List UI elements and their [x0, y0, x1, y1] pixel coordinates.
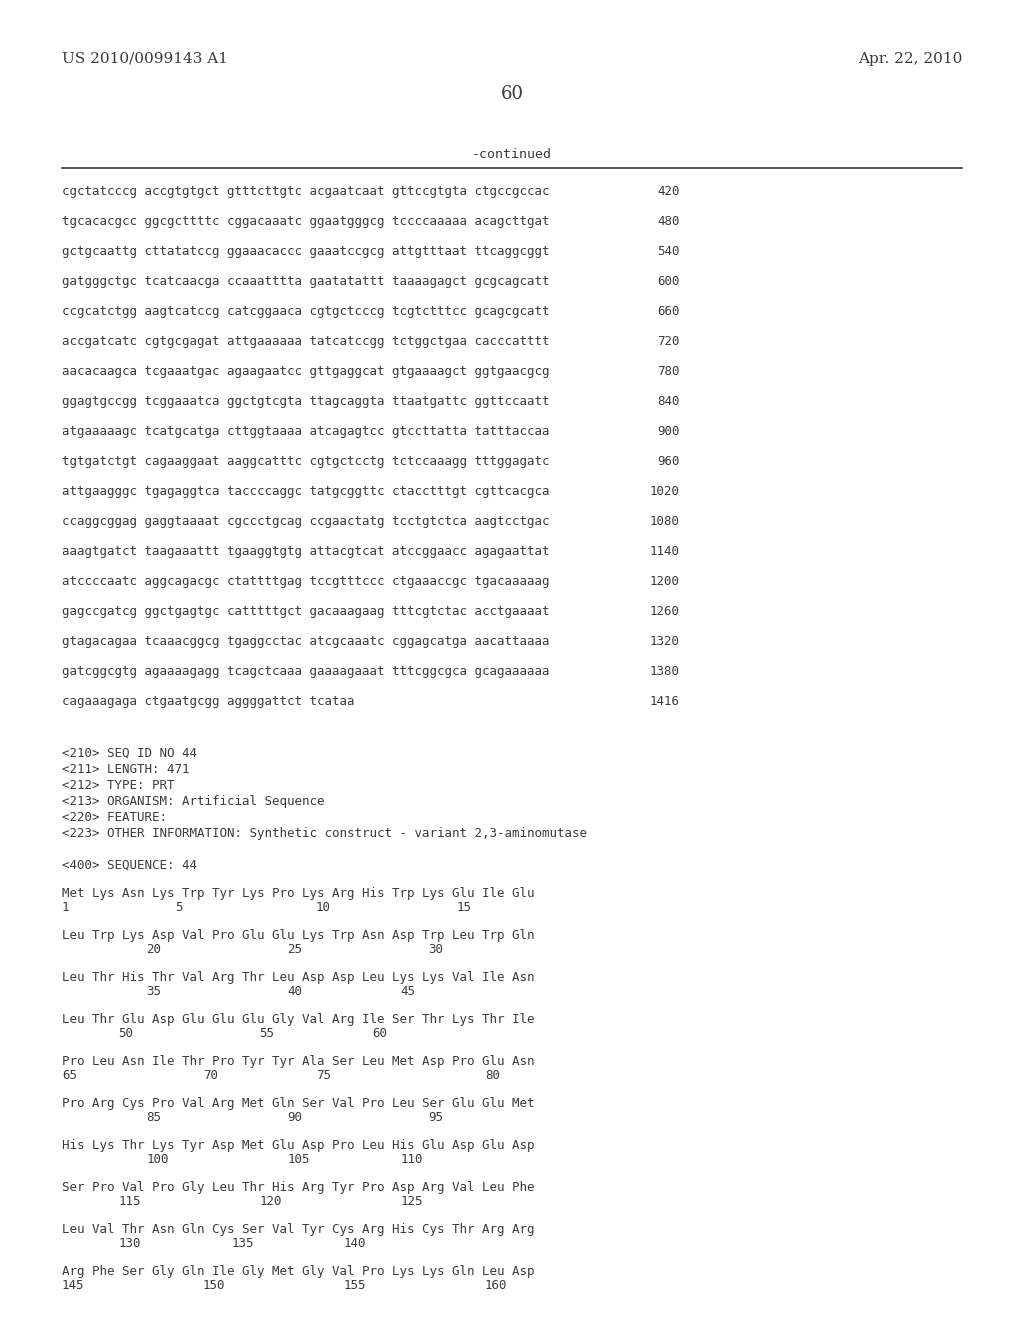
Text: <220> FEATURE:: <220> FEATURE: [62, 810, 167, 824]
Text: cgctatcccg accgtgtgct gtttcttgtc acgaatcaat gttccgtgta ctgccgccac: cgctatcccg accgtgtgct gtttcttgtc acgaatc… [62, 185, 550, 198]
Text: 20: 20 [146, 942, 162, 956]
Text: Leu Thr Glu Asp Glu Glu Glu Gly Val Arg Ile Ser Thr Lys Thr Ile: Leu Thr Glu Asp Glu Glu Glu Gly Val Arg … [62, 1012, 535, 1026]
Text: 660: 660 [657, 305, 680, 318]
Text: 110: 110 [400, 1152, 423, 1166]
Text: Arg Phe Ser Gly Gln Ile Gly Met Gly Val Pro Lys Lys Gln Leu Asp: Arg Phe Ser Gly Gln Ile Gly Met Gly Val … [62, 1265, 535, 1278]
Text: ccgcatctgg aagtcatccg catcggaaca cgtgctcccg tcgtctttcc gcagcgcatt: ccgcatctgg aagtcatccg catcggaaca cgtgctc… [62, 305, 550, 318]
Text: cagaaagaga ctgaatgcgg aggggattct tcataa: cagaaagaga ctgaatgcgg aggggattct tcataa [62, 696, 354, 708]
Text: atccccaatc aggcagacgc ctattttgag tccgtttccc ctgaaaccgc tgacaaaaag: atccccaatc aggcagacgc ctattttgag tccgttt… [62, 576, 550, 587]
Text: 1416: 1416 [650, 696, 680, 708]
Text: 150: 150 [203, 1279, 225, 1292]
Text: Apr. 22, 2010: Apr. 22, 2010 [858, 51, 962, 66]
Text: His Lys Thr Lys Tyr Asp Met Glu Asp Pro Leu His Glu Asp Glu Asp: His Lys Thr Lys Tyr Asp Met Glu Asp Pro … [62, 1139, 535, 1152]
Text: 840: 840 [657, 395, 680, 408]
Text: 95: 95 [429, 1111, 443, 1125]
Text: 960: 960 [657, 455, 680, 469]
Text: gagccgatcg ggctgagtgc catttttgct gacaaagaag tttcgtctac acctgaaaat: gagccgatcg ggctgagtgc catttttgct gacaaag… [62, 605, 550, 618]
Text: ccaggcggag gaggtaaaat cgccctgcag ccgaactatg tcctgtctca aagtcctgac: ccaggcggag gaggtaaaat cgccctgcag ccgaact… [62, 515, 550, 528]
Text: <211> LENGTH: 471: <211> LENGTH: 471 [62, 763, 189, 776]
Text: gtagacagaa tcaaacggcg tgaggcctac atcgcaaatc cggagcatga aacattaaaa: gtagacagaa tcaaacggcg tgaggcctac atcgcaa… [62, 635, 550, 648]
Text: 65: 65 [62, 1069, 77, 1082]
Text: 1200: 1200 [650, 576, 680, 587]
Text: 25: 25 [288, 942, 303, 956]
Text: <212> TYPE: PRT: <212> TYPE: PRT [62, 779, 174, 792]
Text: 70: 70 [203, 1069, 218, 1082]
Text: 75: 75 [315, 1069, 331, 1082]
Text: 115: 115 [119, 1195, 141, 1208]
Text: 600: 600 [657, 275, 680, 288]
Text: aaagtgatct taagaaattt tgaaggtgtg attacgtcat atccggaacc agagaattat: aaagtgatct taagaaattt tgaaggtgtg attacgt… [62, 545, 550, 558]
Text: 420: 420 [657, 185, 680, 198]
Text: <400> SEQUENCE: 44: <400> SEQUENCE: 44 [62, 859, 197, 873]
Text: 140: 140 [344, 1237, 367, 1250]
Text: 125: 125 [400, 1195, 423, 1208]
Text: Met Lys Asn Lys Trp Tyr Lys Pro Lys Arg His Trp Lys Glu Ile Glu: Met Lys Asn Lys Trp Tyr Lys Pro Lys Arg … [62, 887, 535, 900]
Text: 1140: 1140 [650, 545, 680, 558]
Text: 160: 160 [485, 1279, 508, 1292]
Text: Pro Arg Cys Pro Val Arg Met Gln Ser Val Pro Leu Ser Glu Glu Met: Pro Arg Cys Pro Val Arg Met Gln Ser Val … [62, 1097, 535, 1110]
Text: 45: 45 [400, 985, 416, 998]
Text: 130: 130 [119, 1237, 141, 1250]
Text: Leu Trp Lys Asp Val Pro Glu Glu Lys Trp Asn Asp Trp Leu Trp Gln: Leu Trp Lys Asp Val Pro Glu Glu Lys Trp … [62, 929, 535, 942]
Text: 120: 120 [259, 1195, 282, 1208]
Text: 15: 15 [457, 902, 472, 913]
Text: 1080: 1080 [650, 515, 680, 528]
Text: 40: 40 [288, 985, 303, 998]
Text: 1260: 1260 [650, 605, 680, 618]
Text: aacacaagca tcgaaatgac agaagaatcc gttgaggcat gtgaaaagct ggtgaacgcg: aacacaagca tcgaaatgac agaagaatcc gttgagg… [62, 366, 550, 378]
Text: 60: 60 [501, 84, 523, 103]
Text: 90: 90 [288, 1111, 303, 1125]
Text: 100: 100 [146, 1152, 169, 1166]
Text: -continued: -continued [472, 148, 552, 161]
Text: tgcacacgcc ggcgcttttc cggacaaatc ggaatgggcg tccccaaaaa acagcttgat: tgcacacgcc ggcgcttttc cggacaaatc ggaatgg… [62, 215, 550, 228]
Text: 720: 720 [657, 335, 680, 348]
Text: 480: 480 [657, 215, 680, 228]
Text: 1020: 1020 [650, 484, 680, 498]
Text: 80: 80 [485, 1069, 500, 1082]
Text: <213> ORGANISM: Artificial Sequence: <213> ORGANISM: Artificial Sequence [62, 795, 325, 808]
Text: Leu Val Thr Asn Gln Cys Ser Val Tyr Cys Arg His Cys Thr Arg Arg: Leu Val Thr Asn Gln Cys Ser Val Tyr Cys … [62, 1224, 535, 1236]
Text: 1320: 1320 [650, 635, 680, 648]
Text: <223> OTHER INFORMATION: Synthetic construct - variant 2,3-aminomutase: <223> OTHER INFORMATION: Synthetic const… [62, 828, 587, 840]
Text: 540: 540 [657, 246, 680, 257]
Text: 1: 1 [62, 902, 70, 913]
Text: 55: 55 [259, 1027, 274, 1040]
Text: gatcggcgtg agaaaagagg tcagctcaaa gaaaagaaat tttcggcgca gcagaaaaaa: gatcggcgtg agaaaagagg tcagctcaaa gaaaaga… [62, 665, 550, 678]
Text: attgaagggc tgagaggtca taccccaggc tatgcggttc ctacctttgt cgttcacgca: attgaagggc tgagaggtca taccccaggc tatgcgg… [62, 484, 550, 498]
Text: Leu Thr His Thr Val Arg Thr Leu Asp Asp Leu Lys Lys Val Ile Asn: Leu Thr His Thr Val Arg Thr Leu Asp Asp … [62, 972, 535, 983]
Text: Pro Leu Asn Ile Thr Pro Tyr Tyr Ala Ser Leu Met Asp Pro Glu Asn: Pro Leu Asn Ile Thr Pro Tyr Tyr Ala Ser … [62, 1055, 535, 1068]
Text: US 2010/0099143 A1: US 2010/0099143 A1 [62, 51, 228, 66]
Text: <210> SEQ ID NO 44: <210> SEQ ID NO 44 [62, 747, 197, 760]
Text: 60: 60 [372, 1027, 387, 1040]
Text: 30: 30 [429, 942, 443, 956]
Text: Ser Pro Val Pro Gly Leu Thr His Arg Tyr Pro Asp Arg Val Leu Phe: Ser Pro Val Pro Gly Leu Thr His Arg Tyr … [62, 1181, 535, 1195]
Text: gatgggctgc tcatcaacga ccaaatttta gaatatattt taaaagagct gcgcagcatt: gatgggctgc tcatcaacga ccaaatttta gaatata… [62, 275, 550, 288]
Text: 5: 5 [175, 902, 182, 913]
Text: accgatcatc cgtgcgagat attgaaaaaa tatcatccgg tctggctgaa cacccatttt: accgatcatc cgtgcgagat attgaaaaaa tatcatc… [62, 335, 550, 348]
Text: 35: 35 [146, 985, 162, 998]
Text: 1380: 1380 [650, 665, 680, 678]
Text: 10: 10 [315, 902, 331, 913]
Text: atgaaaaagc tcatgcatga cttggtaaaa atcagagtcc gtccttatta tatttaccaa: atgaaaaagc tcatgcatga cttggtaaaa atcagag… [62, 425, 550, 438]
Text: tgtgatctgt cagaaggaat aaggcatttc cgtgctcctg tctccaaagg tttggagatc: tgtgatctgt cagaaggaat aaggcatttc cgtgctc… [62, 455, 550, 469]
Text: ggagtgccgg tcggaaatca ggctgtcgta ttagcaggta ttaatgattc ggttccaatt: ggagtgccgg tcggaaatca ggctgtcgta ttagcag… [62, 395, 550, 408]
Text: 135: 135 [231, 1237, 254, 1250]
Text: 105: 105 [288, 1152, 310, 1166]
Text: 145: 145 [62, 1279, 85, 1292]
Text: gctgcaattg cttatatccg ggaaacaccc gaaatccgcg attgtttaat ttcaggcggt: gctgcaattg cttatatccg ggaaacaccc gaaatcc… [62, 246, 550, 257]
Text: 780: 780 [657, 366, 680, 378]
Text: 85: 85 [146, 1111, 162, 1125]
Text: 50: 50 [119, 1027, 133, 1040]
Text: 900: 900 [657, 425, 680, 438]
Text: 155: 155 [344, 1279, 367, 1292]
